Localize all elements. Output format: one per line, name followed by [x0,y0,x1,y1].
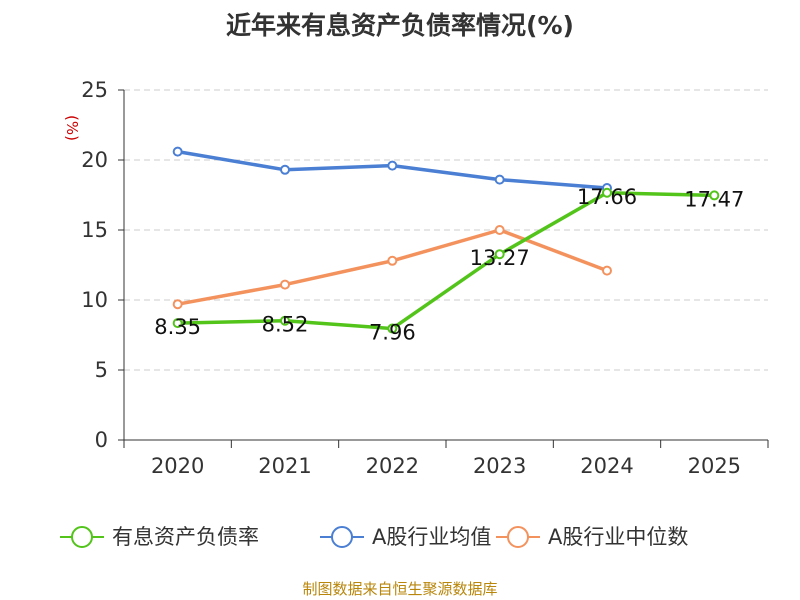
data-label: 17.47 [684,187,744,211]
data-label: 7.96 [369,321,416,345]
y-tick-label: 5 [95,358,108,382]
legend-label: A股行业均值 [372,525,491,549]
legend-marker [507,526,529,548]
data-label: 13.27 [470,246,530,270]
data-point [387,160,398,171]
data-point [172,146,183,157]
data-point [387,323,398,334]
x-tick-label: 2022 [366,454,419,478]
data-point [602,265,612,276]
legend-label: A股行业中位数 [548,525,688,549]
data-point [602,187,612,198]
series-line [175,228,609,306]
data-point [387,255,398,266]
y-tick-label: 25 [81,78,108,102]
data-point [709,190,720,201]
series-line [175,191,717,331]
x-tick-label: 2020 [151,454,204,478]
y-axis-unit: (%) [63,115,81,141]
x-tick-label: 2021 [258,454,311,478]
x-tick-label: 2024 [580,454,633,478]
x-tick-label: 2023 [473,454,526,478]
legend-label: 有息资产负债率 [112,525,259,549]
y-tick-label: 10 [81,288,108,312]
x-tick-label: 2025 [688,454,741,478]
data-label: 17.66 [577,185,637,209]
legend-marker [71,526,93,548]
data-source-note: 制图数据来自恒生聚源数据库 [302,580,498,598]
data-label: 8.35 [154,315,201,339]
data-point [280,164,290,175]
data-point [494,249,505,260]
y-tick-label: 15 [81,218,108,242]
legend-marker [331,526,353,548]
data-point [280,315,290,326]
chart-title: 近年来有息资产负债率情况(%) [226,11,574,40]
data-point [280,279,290,290]
data-point [494,225,505,235]
data-label: 8.52 [262,313,309,337]
data-point [172,318,183,329]
y-tick-label: 0 [95,428,108,452]
data-point [494,174,505,185]
data-point [172,299,183,310]
y-tick-label: 20 [81,148,108,172]
